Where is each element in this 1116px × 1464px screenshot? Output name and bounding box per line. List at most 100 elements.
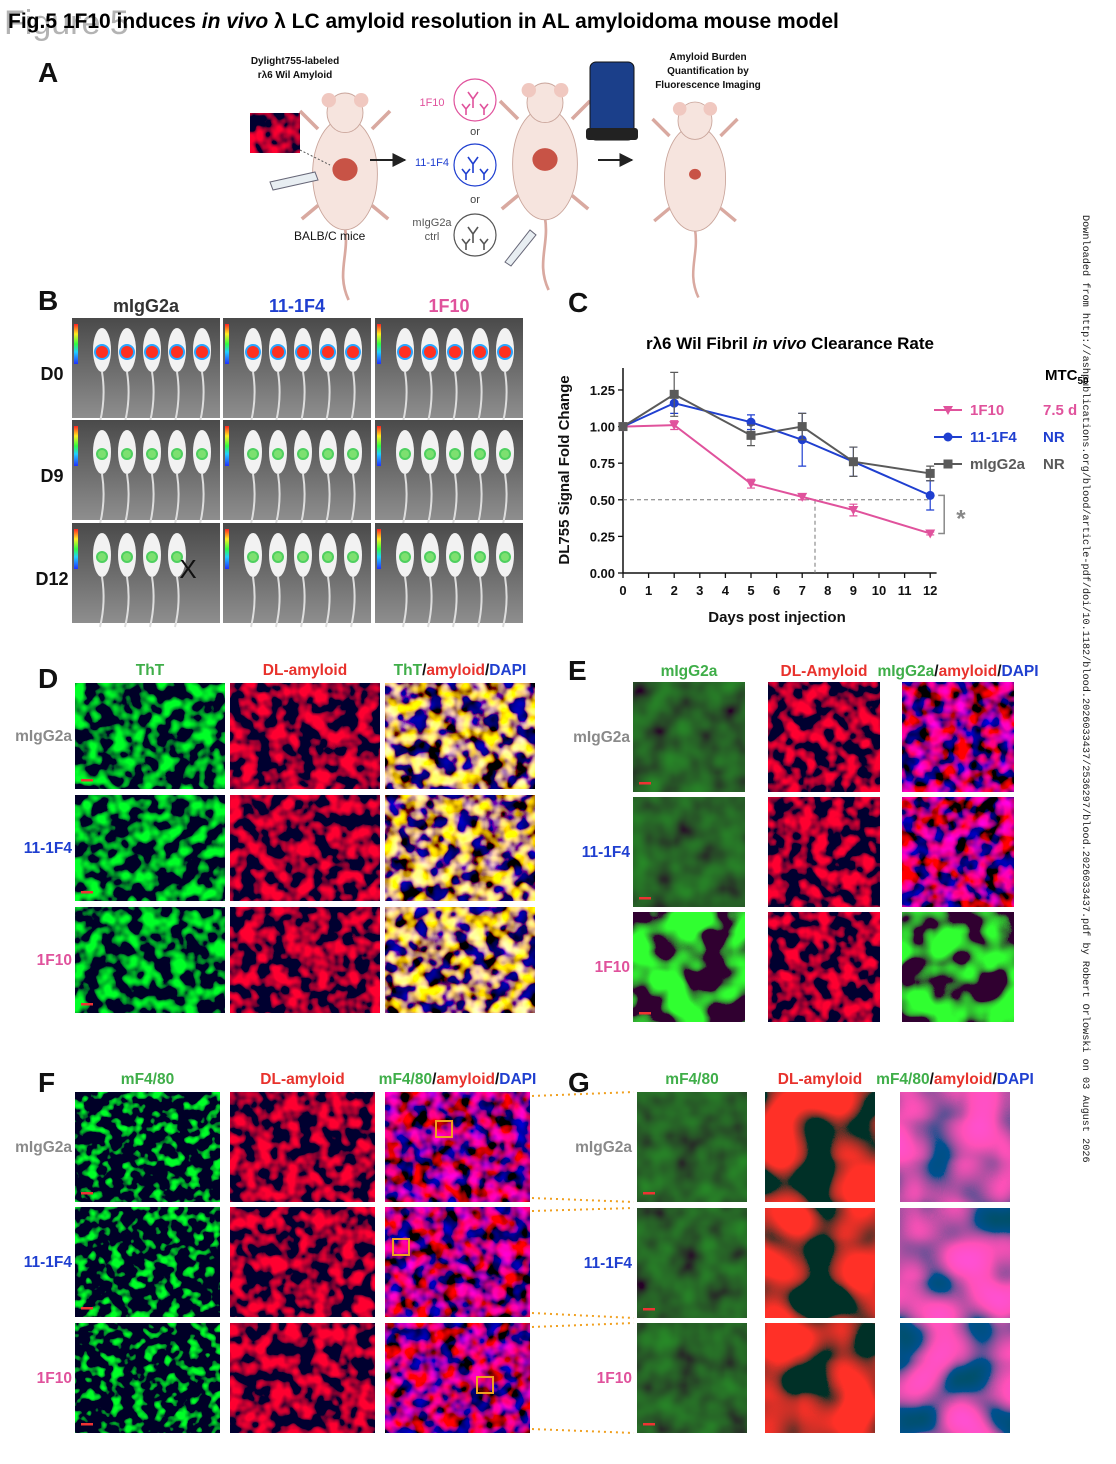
signal-blob — [299, 553, 307, 561]
column-header-part: DAPI — [1002, 663, 1039, 680]
column-header-part: ThT — [136, 662, 165, 679]
amyloid-implant — [689, 168, 701, 180]
column-header-part: DAPI — [997, 1071, 1034, 1088]
signal-blob — [171, 346, 183, 358]
mouse-limb — [298, 109, 392, 221]
treatment-label: ctrl — [425, 231, 440, 243]
legend-title: MTC50 — [1045, 367, 1089, 387]
column-header: mIgG2a — [661, 663, 718, 680]
signal-blob — [96, 346, 108, 358]
signal-blob — [324, 553, 332, 561]
column-header-part: / — [495, 1071, 500, 1088]
watermark: Figure 5 — [4, 4, 129, 42]
mouse-tail — [174, 371, 180, 423]
micrograph — [230, 1092, 375, 1202]
column-header-part: DL-amyloid — [778, 1071, 862, 1088]
panel-label: D — [38, 663, 58, 694]
mouse-ear — [554, 83, 569, 98]
micrograph — [230, 683, 380, 789]
scale-bar — [643, 1308, 655, 1311]
row-label: mIgG2a — [15, 728, 72, 745]
signal-blob — [401, 450, 409, 458]
y-tick-label: 0.25 — [590, 529, 615, 544]
antibody-glyph — [461, 91, 489, 115]
signal-blob — [476, 450, 484, 458]
x-tick-label: 10 — [872, 583, 886, 598]
column-header-part: / — [992, 1071, 997, 1088]
mouse-tail — [325, 371, 331, 423]
scale-bar — [81, 1307, 93, 1310]
mouse-limb — [498, 99, 592, 211]
mouse-tail — [350, 576, 356, 628]
micrograph — [633, 682, 745, 792]
signal-blob — [123, 553, 131, 561]
y-axis-label: DL755 Signal Fold Change — [556, 375, 573, 564]
mouse-tail — [502, 576, 508, 628]
signal-blob — [349, 553, 357, 561]
data-point — [746, 417, 756, 427]
micrograph — [75, 683, 225, 789]
scale-bar — [639, 897, 651, 900]
syringe — [504, 229, 537, 267]
column-header-part: mIgG2a — [877, 663, 934, 680]
zoom-connector — [531, 1091, 635, 1097]
mouse-ear — [354, 93, 369, 108]
column-header-part: amyloid — [939, 663, 998, 680]
y-tick-label: 1.25 — [590, 383, 615, 398]
zoom-connector — [531, 1322, 635, 1328]
column-header-part: / — [485, 662, 490, 679]
readout-label: Quantification by — [667, 66, 749, 77]
amyloid-implant — [532, 148, 558, 171]
signal-blob — [299, 450, 307, 458]
mouse-head — [677, 101, 713, 140]
readout-label: Fluorescence Imaging — [655, 80, 761, 91]
mice-label: BALB/C mice — [294, 229, 366, 243]
mouse-illustration — [298, 92, 392, 301]
mouse-tail — [250, 473, 256, 525]
column-header: 11-1F4 — [269, 296, 325, 316]
zoom-box — [476, 1376, 494, 1394]
mouse-ear — [521, 83, 536, 98]
inoculum-label: rλ6 Wil Amyloid — [258, 70, 333, 81]
chart-title-part: rλ6 Wil Fibril — [646, 334, 753, 353]
signal-blob — [324, 450, 332, 458]
micrograph — [385, 795, 535, 901]
row-label: mIgG2a — [15, 1139, 72, 1156]
micrograph — [768, 797, 880, 907]
syringe — [269, 171, 319, 191]
data-point — [848, 506, 859, 516]
excluded-mark: X — [179, 554, 196, 584]
micrograph — [230, 907, 380, 1013]
legend-mtc50: 7.5 d — [1043, 402, 1077, 419]
callout-line — [299, 149, 331, 166]
column-header: ThT — [136, 662, 165, 679]
mouse-tail — [502, 371, 508, 423]
zoom-connector — [531, 1312, 635, 1319]
signal-blob — [451, 553, 459, 561]
significance-label: * — [956, 505, 966, 532]
mouse-tail — [452, 576, 458, 628]
signal-blob — [297, 346, 309, 358]
intensity-scale — [377, 324, 381, 364]
micrograph — [230, 795, 380, 901]
row-label: 1F10 — [597, 1370, 632, 1387]
column-header: 1F10 — [428, 296, 469, 316]
signal-blob — [347, 346, 359, 358]
signal-blob — [476, 553, 484, 561]
mouse-tail — [199, 473, 205, 525]
data-point — [669, 421, 680, 431]
legend-label: 1F10 — [970, 402, 1004, 419]
signal-blob — [198, 450, 206, 458]
x-tick-label: 5 — [747, 583, 754, 598]
column-header: mF4/80/amyloid/DAPI — [876, 1071, 1034, 1088]
column-header-part: ThT — [394, 662, 423, 679]
scale-bar — [81, 1423, 93, 1426]
x-tick-label: 4 — [722, 583, 730, 598]
x-tick-label: 0 — [619, 583, 626, 598]
legend-marker — [943, 459, 953, 469]
treatment-label: 11-1F4 — [415, 157, 449, 169]
signal-blob — [173, 553, 181, 561]
micrograph — [75, 907, 225, 1013]
separator-label: or — [470, 194, 480, 206]
